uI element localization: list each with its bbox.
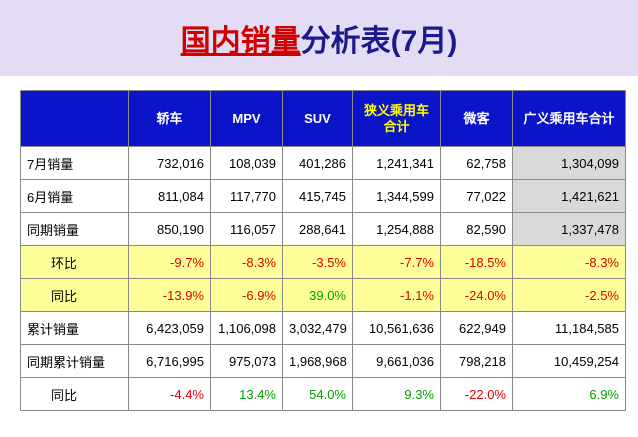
table-cell: -13.9% <box>128 278 211 312</box>
table-cell: 13.4% <box>210 377 283 411</box>
table-cell: -3.5% <box>282 245 353 279</box>
table-cell: 288,641 <box>282 212 353 246</box>
table-row: 6月销量 811,084 117,770 415,745 1,344,599 77,022… <box>20 179 626 213</box>
table-cell: 108,039 <box>210 146 283 180</box>
table-cell: 1,241,341 <box>352 146 441 180</box>
table-cell: 811,084 <box>128 179 211 213</box>
table-cell: 9,661,036 <box>352 344 441 378</box>
table-cell: 1,254,888 <box>352 212 441 246</box>
table-cell: 6,716,995 <box>128 344 211 378</box>
table-row: 环比 -9.7% -8.3% -3.5% -7.7% -18.5% -8.3% <box>20 245 626 279</box>
table-cell: 850,190 <box>128 212 211 246</box>
title-highlight: 国内销量 <box>180 25 301 58</box>
table-cell: -8.3% <box>210 245 283 279</box>
row-label: 7月销量 <box>20 146 129 180</box>
row-label: 累计销量 <box>20 311 129 345</box>
table-cell: 82,590 <box>440 212 513 246</box>
column-header <box>20 90 129 147</box>
table-cell: 116,057 <box>210 212 283 246</box>
table-cell: 975,073 <box>210 344 283 378</box>
table-cell: 9.3% <box>352 377 441 411</box>
table-row: 累计销量 6,423,059 1,106,098 3,032,479 10,561,63… <box>20 311 626 345</box>
table-cell: -2.5% <box>512 278 626 312</box>
column-header: MPV <box>210 90 283 147</box>
table-cell: 10,459,254 <box>512 344 626 378</box>
table-cell: 3,032,479 <box>282 311 353 345</box>
table-cell: 622,949 <box>440 311 513 345</box>
table-cell: 10,561,636 <box>352 311 441 345</box>
table-cell: 401,286 <box>282 146 353 180</box>
row-label: 同比 <box>20 377 129 411</box>
table-cell: 6.9% <box>512 377 626 411</box>
table-cell: -18.5% <box>440 245 513 279</box>
table-row: 同期销量 850,190 116,057 288,641 1,254,888 82,590… <box>20 212 626 246</box>
table-row: 同比 -13.9% -6.9% 39.0% -1.1% -24.0% -2.5% <box>20 278 626 312</box>
table-cell: -9.7% <box>128 245 211 279</box>
table-row: 同比 -4.4% 13.4% 54.0% 9.3% -22.0% 6.9% <box>20 377 626 411</box>
column-header: 微客 <box>440 90 513 147</box>
table-cell: -6.9% <box>210 278 283 312</box>
table-cell: 1,304,099 <box>512 146 626 180</box>
table-cell: 1,337,478 <box>512 212 626 246</box>
table-cell: 1,421,621 <box>512 179 626 213</box>
title-rest: 分析表(7月) <box>300 25 458 58</box>
row-label: 同比 <box>20 278 129 312</box>
table-cell: 6,423,059 <box>128 311 211 345</box>
table-cell: 62,758 <box>440 146 513 180</box>
table-cell: 117,770 <box>210 179 283 213</box>
table-cell: 798,218 <box>440 344 513 378</box>
column-header: SUV <box>282 90 353 147</box>
table-cell: -8.3% <box>512 245 626 279</box>
table-row: 同期累计销量 6,716,995 975,073 1,968,968 9,661,036… <box>20 344 626 378</box>
table-cell: 1,106,098 <box>210 311 283 345</box>
table-cell: 732,016 <box>128 146 211 180</box>
column-header: 轿车 <box>128 90 211 147</box>
table-cell: -22.0% <box>440 377 513 411</box>
row-label: 同期累计销量 <box>20 344 129 378</box>
column-header: 广义乘用车合计 <box>512 90 626 147</box>
sales-table: 轿车 MPV SUV 狭义乘用车合计 微客 广义乘用车合计 7月销量 732,016 108,… <box>20 90 626 411</box>
table-cell: 11,184,585 <box>512 311 626 345</box>
row-label: 环比 <box>20 245 129 279</box>
table-cell: -7.7% <box>352 245 441 279</box>
banner <box>0 0 638 76</box>
table-cell: -1.1% <box>352 278 441 312</box>
title: 国内销量分析表(7月) <box>0 16 638 60</box>
table-cell: 54.0% <box>282 377 353 411</box>
table-cell: 415,745 <box>282 179 353 213</box>
table-cell: -24.0% <box>440 278 513 312</box>
row-label: 同期销量 <box>20 212 129 246</box>
table-cell: 39.0% <box>282 278 353 312</box>
table-cell: 1,344,599 <box>352 179 441 213</box>
column-header: 狭义乘用车合计 <box>352 90 441 147</box>
table-cell: -4.4% <box>128 377 211 411</box>
table-cell: 77,022 <box>440 179 513 213</box>
row-label: 6月销量 <box>20 179 129 213</box>
table-cell: 1,968,968 <box>282 344 353 378</box>
table-row: 7月销量 732,016 108,039 401,286 1,241,341 62,758… <box>20 146 626 180</box>
